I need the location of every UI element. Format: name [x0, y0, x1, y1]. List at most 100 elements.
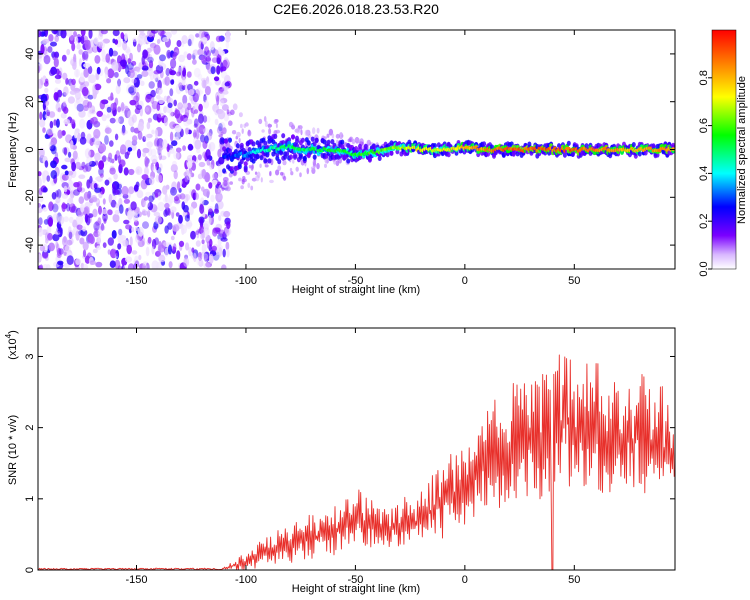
heatmap-cell	[173, 99, 177, 107]
heatmap-cell	[215, 188, 221, 194]
heatmap-cell	[216, 57, 221, 65]
heatmap-cell	[198, 40, 204, 50]
heatmap-cell	[182, 94, 188, 105]
heatmap-cell	[287, 137, 292, 143]
heatmap-cell	[228, 137, 232, 143]
heatmap-cell	[60, 216, 64, 225]
heatmap-cell	[153, 139, 158, 147]
heatmap-cell	[122, 40, 128, 51]
heatmap-cell	[218, 229, 226, 238]
heatmap-cell	[147, 56, 154, 63]
heatmap-cell	[57, 107, 62, 113]
heatmap-cell	[213, 208, 220, 214]
heatmap-cell	[218, 247, 223, 257]
heatmap-cell	[156, 87, 163, 95]
heatmap-cell	[131, 226, 135, 233]
heatmap-cell	[299, 172, 302, 178]
heatmap-cell	[214, 118, 219, 126]
heatmap-cell	[264, 164, 269, 168]
heatmap-cell	[250, 185, 254, 191]
heatmap-cell	[248, 165, 252, 169]
heatmap-cell	[117, 183, 122, 189]
heatmap-cell	[143, 201, 151, 208]
heatmap-cell	[93, 183, 98, 190]
heatmap-cell	[138, 30, 145, 33]
heatmap-cell	[203, 262, 211, 269]
heatmap-cell	[247, 182, 251, 188]
heatmap-cell	[100, 223, 105, 231]
heatmap-cell	[145, 107, 149, 112]
heatmap-cell	[38, 207, 43, 214]
heatmap-cell	[124, 46, 131, 54]
heatmap-cell	[314, 137, 319, 143]
heatmap-cell	[209, 238, 213, 247]
heatmap-cell	[78, 109, 86, 118]
heatmap-cell	[179, 179, 183, 186]
heatmap-cell	[118, 204, 124, 214]
heatmap-cell	[157, 112, 165, 119]
heatmap-cell	[367, 157, 372, 163]
heatmap-cell	[165, 67, 171, 77]
heatmap-cell	[275, 129, 281, 134]
spectrogram-x-ticks: -150 -100 -50 0 50	[125, 30, 580, 287]
heatmap-cell	[61, 202, 66, 213]
heatmap-cell	[181, 40, 185, 47]
heatmap-cell	[147, 117, 152, 123]
heatmap-cell	[145, 262, 150, 269]
heatmap-cell	[95, 261, 103, 268]
heatmap-cell	[113, 173, 118, 180]
heatmap-cell	[50, 144, 57, 155]
heatmap-cell	[335, 160, 340, 167]
heatmap-cell	[60, 30, 67, 39]
heatmap-cell	[225, 30, 231, 40]
heatmap-cell	[88, 160, 96, 167]
heatmap-cell	[217, 194, 223, 200]
heatmap-cell	[87, 107, 93, 114]
heatmap-cell	[260, 177, 263, 183]
heatmap-cell	[273, 133, 278, 139]
heatmap-cell	[324, 163, 327, 168]
heatmap-cell	[326, 157, 329, 164]
heatmap-cell	[192, 59, 197, 65]
heatmap-cell	[72, 150, 78, 160]
heatmap-cell	[78, 174, 86, 179]
heatmap-cell	[310, 136, 315, 142]
heatmap-cell	[218, 169, 223, 178]
heatmap-cell	[123, 77, 131, 84]
heatmap-cell	[306, 167, 310, 175]
heatmap-cell	[175, 151, 182, 160]
heatmap-cell	[138, 62, 143, 70]
heatmap-cell	[157, 215, 162, 221]
heatmap-cell	[46, 111, 50, 117]
heatmap-cell	[136, 168, 140, 174]
heatmap-cell	[46, 109, 51, 117]
heatmap-cell	[146, 121, 151, 130]
heatmap-cell	[107, 249, 111, 255]
x-tick-label: 50	[568, 275, 580, 287]
heatmap-cell	[226, 248, 230, 258]
heatmap-cell	[164, 193, 168, 203]
heatmap-cell	[228, 148, 232, 154]
colorbar-gradient	[711, 29, 737, 270]
heatmap-cell	[608, 153, 613, 159]
snr-series-line	[38, 354, 675, 570]
heatmap-cell	[54, 151, 59, 160]
heatmap-cell	[224, 138, 228, 144]
heatmap-cell	[153, 212, 161, 217]
heatmap-cell	[187, 38, 192, 47]
heatmap-cell	[226, 109, 230, 115]
heatmap-cell	[171, 140, 178, 147]
heatmap-cell	[114, 209, 120, 215]
heatmap-cell	[198, 103, 203, 112]
heatmap-cell	[265, 152, 270, 158]
heatmap-cell	[46, 224, 52, 235]
heatmap-cell	[193, 109, 199, 114]
heatmap-cell	[48, 242, 55, 252]
heatmap-cell	[291, 123, 295, 129]
y-tick-label: 1	[24, 496, 36, 502]
heatmap-cell	[171, 30, 178, 35]
heatmap-cell	[293, 152, 297, 158]
heatmap-cell	[250, 164, 254, 171]
heatmap-cell	[118, 116, 125, 124]
heatmap-cell	[247, 147, 252, 153]
